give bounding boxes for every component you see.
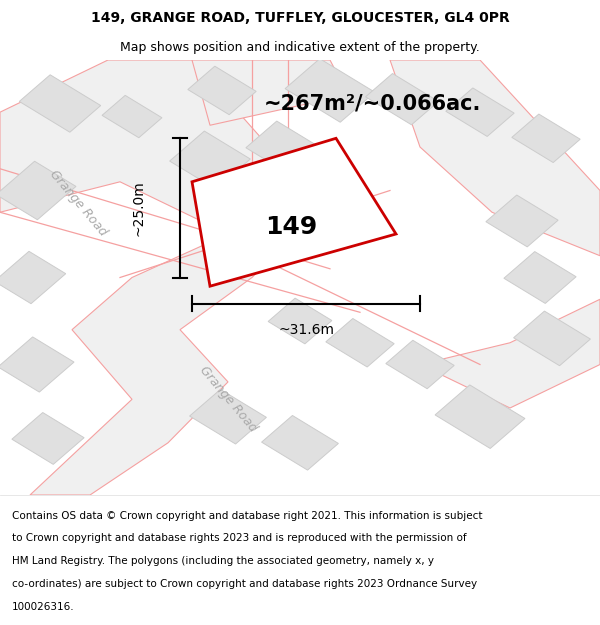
Polygon shape xyxy=(420,299,600,408)
Polygon shape xyxy=(386,340,454,389)
Text: 100026316.: 100026316. xyxy=(12,602,74,612)
Polygon shape xyxy=(486,195,558,247)
Text: 149, GRANGE ROAD, TUFFLEY, GLOUCESTER, GL4 0PR: 149, GRANGE ROAD, TUFFLEY, GLOUCESTER, G… xyxy=(91,11,509,25)
Polygon shape xyxy=(514,311,590,366)
Text: to Crown copyright and database rights 2023 and is reproduced with the permissio: to Crown copyright and database rights 2… xyxy=(12,533,467,543)
Text: Grange Road: Grange Road xyxy=(197,364,259,435)
Polygon shape xyxy=(512,114,580,162)
Polygon shape xyxy=(365,74,439,125)
Polygon shape xyxy=(170,131,250,189)
Text: ~31.6m: ~31.6m xyxy=(278,322,334,337)
Polygon shape xyxy=(12,412,84,464)
Text: ~25.0m: ~25.0m xyxy=(131,180,145,236)
Polygon shape xyxy=(246,121,318,173)
Polygon shape xyxy=(0,161,76,220)
Polygon shape xyxy=(188,66,256,115)
Polygon shape xyxy=(0,251,66,304)
Polygon shape xyxy=(30,182,330,495)
Text: Map shows position and indicative extent of the property.: Map shows position and indicative extent… xyxy=(120,41,480,54)
Polygon shape xyxy=(446,88,514,136)
Polygon shape xyxy=(390,60,600,256)
Polygon shape xyxy=(192,138,396,286)
Polygon shape xyxy=(0,60,300,234)
Polygon shape xyxy=(435,385,525,449)
Text: ~267m²/~0.066ac.: ~267m²/~0.066ac. xyxy=(263,94,481,114)
Text: co-ordinates) are subject to Crown copyright and database rights 2023 Ordnance S: co-ordinates) are subject to Crown copyr… xyxy=(12,579,477,589)
Text: Contains OS data © Crown copyright and database right 2021. This information is : Contains OS data © Crown copyright and d… xyxy=(12,511,482,521)
Text: HM Land Registry. The polygons (including the associated geometry, namely x, y: HM Land Registry. The polygons (includin… xyxy=(12,556,434,566)
Text: 149: 149 xyxy=(265,216,317,239)
Polygon shape xyxy=(262,416,338,470)
Polygon shape xyxy=(19,75,101,132)
Polygon shape xyxy=(504,252,576,303)
Polygon shape xyxy=(0,337,74,392)
Polygon shape xyxy=(192,60,348,125)
Polygon shape xyxy=(102,96,162,138)
Polygon shape xyxy=(268,298,332,344)
Polygon shape xyxy=(285,59,375,122)
Text: Grange Road: Grange Road xyxy=(47,168,109,239)
Polygon shape xyxy=(190,389,266,444)
Polygon shape xyxy=(326,319,394,367)
